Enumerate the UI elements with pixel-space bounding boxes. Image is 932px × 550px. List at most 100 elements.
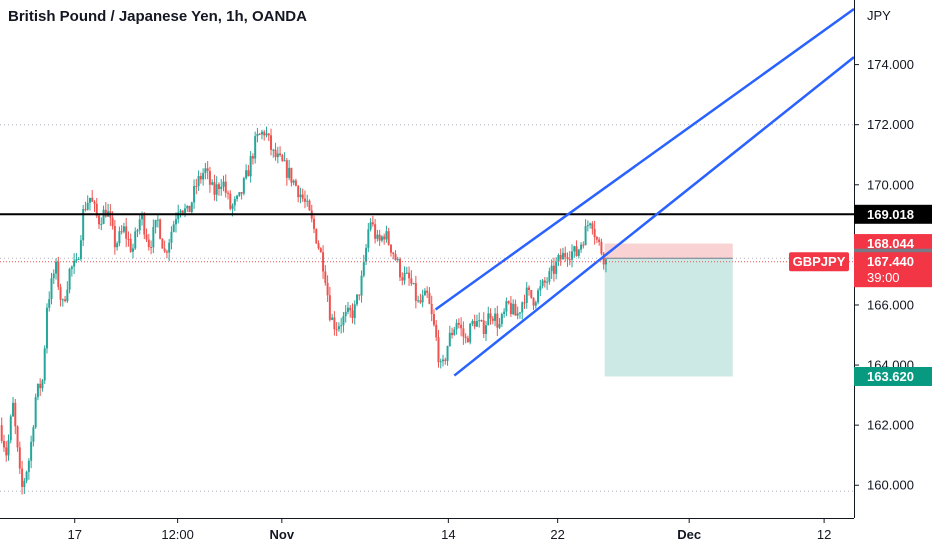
candle-body xyxy=(236,195,239,200)
candle-body xyxy=(575,246,578,256)
candle-body xyxy=(367,229,370,248)
candle-body xyxy=(593,228,596,238)
candle-body xyxy=(18,447,21,469)
candle-body xyxy=(70,266,73,269)
candle-body xyxy=(518,312,521,314)
candle-body xyxy=(514,303,517,316)
candle-body xyxy=(45,307,48,349)
candle-body xyxy=(598,239,601,243)
price-badge-red-text: 168.044 xyxy=(867,236,915,251)
price-badge-teal-text: 163.620 xyxy=(867,369,914,384)
candle-body xyxy=(152,227,155,248)
candle-body xyxy=(263,131,266,136)
candle-body xyxy=(285,160,288,178)
candle-body xyxy=(595,237,598,240)
candle-body xyxy=(335,329,338,331)
candle-body xyxy=(147,239,150,247)
candle-body xyxy=(369,222,372,230)
candle-body xyxy=(86,202,89,210)
candle-body xyxy=(342,316,345,326)
candle-body xyxy=(546,281,549,283)
candle-body xyxy=(530,289,533,298)
candle-body xyxy=(453,329,456,336)
candle-body xyxy=(604,259,607,265)
candle-body xyxy=(446,346,449,361)
candle-body xyxy=(159,219,162,239)
candle-body xyxy=(82,209,85,241)
drawings[interactable] xyxy=(0,7,855,377)
trendline-1 xyxy=(434,7,855,311)
candle-body xyxy=(174,219,177,225)
candle-body xyxy=(84,209,87,211)
candle-body xyxy=(410,278,413,284)
candle-body xyxy=(55,261,58,274)
candle-body xyxy=(41,380,44,389)
candle-body xyxy=(118,231,121,244)
candle-body xyxy=(288,167,291,178)
candle-body xyxy=(66,289,69,302)
candle-body xyxy=(197,175,200,187)
candle-body xyxy=(331,317,334,320)
candle-body xyxy=(5,447,8,456)
candle-body xyxy=(419,300,422,303)
candle-body xyxy=(23,480,26,487)
stop-loss-zone xyxy=(604,243,733,259)
candle-body xyxy=(127,238,130,240)
trendline-2 xyxy=(453,56,855,377)
candle-body xyxy=(292,180,295,183)
candle-body xyxy=(448,332,451,347)
candle-body xyxy=(475,321,478,327)
candle-body xyxy=(134,231,137,249)
candle-body xyxy=(396,259,399,261)
candle-body xyxy=(102,209,105,224)
candle-body xyxy=(57,261,60,288)
candle-body xyxy=(439,361,442,363)
candle-body xyxy=(591,223,594,229)
candle-body xyxy=(561,252,564,260)
candle-body xyxy=(68,268,71,290)
candle-body xyxy=(301,194,304,199)
chart-title: British Pound / Japanese Yen, 1h, OANDA xyxy=(8,8,307,25)
candle-body xyxy=(170,231,173,243)
candle-body xyxy=(555,262,558,274)
candle-body xyxy=(186,205,189,209)
candle-body xyxy=(283,160,286,162)
candle-body xyxy=(528,287,531,290)
candle-body xyxy=(464,336,467,339)
candle-body xyxy=(365,247,368,262)
candle-body xyxy=(184,208,187,214)
candle-body xyxy=(61,299,64,301)
candle-body xyxy=(154,219,157,228)
candle-body xyxy=(403,272,406,281)
candle-body xyxy=(190,202,193,213)
candle-body xyxy=(267,133,270,136)
candle-body xyxy=(50,278,53,300)
candle-body xyxy=(543,280,546,283)
candle-body xyxy=(356,294,359,305)
candle-body xyxy=(2,440,5,448)
candle-body xyxy=(387,231,390,245)
price-badge-teal-bg xyxy=(854,366,932,386)
candle-body xyxy=(290,167,293,183)
candle-body xyxy=(582,244,585,246)
candle-body xyxy=(550,265,553,272)
candle-body xyxy=(256,133,259,137)
candle-body xyxy=(328,295,331,320)
candle-body xyxy=(376,234,379,239)
candle-body xyxy=(247,170,250,177)
candle-body xyxy=(150,246,153,248)
candle-body xyxy=(559,255,562,260)
candle-body xyxy=(215,184,218,195)
candle-body xyxy=(353,304,356,318)
x-tick-label: Dec xyxy=(677,527,701,542)
candle-body xyxy=(138,219,141,231)
candle-body xyxy=(417,300,420,302)
candle-body xyxy=(0,425,3,441)
candle-body xyxy=(509,303,512,315)
candle-body xyxy=(521,302,524,313)
y-tick-label: 162.000 xyxy=(867,418,914,433)
candle-body xyxy=(260,131,263,135)
candle-body xyxy=(371,222,374,225)
candle-body xyxy=(195,186,198,188)
